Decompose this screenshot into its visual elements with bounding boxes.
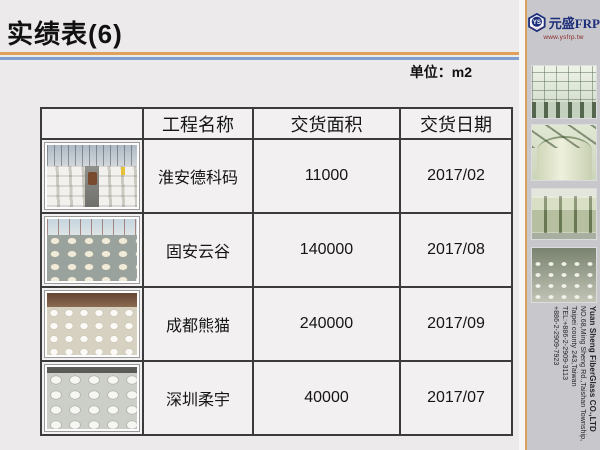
delivery-date-cell: 2017/08 [399, 212, 513, 288]
website-url: www.ysfrp.tw [543, 34, 584, 41]
sidebar-photo [530, 188, 597, 240]
project-name-cell: 淮安德科码 [142, 138, 254, 214]
company-sidebar: YS 元盛FRP www.ysfrp.tw Yuan Sheng FiberGl… [525, 0, 600, 450]
company-address-line: Taipei county 243,Taiwan [570, 306, 577, 387]
sidebar-divider [519, 0, 525, 450]
table-row: 固安云谷 140000 2017/08 [40, 212, 513, 288]
delivery-area-cell: 140000 [252, 212, 401, 288]
table-row: 成都熊猫 240000 2017/09 [40, 286, 513, 362]
project-photo [44, 364, 140, 432]
company-phone: TEL:+886-2-2909-3113 [561, 306, 568, 381]
header-delivery-date: 交货日期 [399, 107, 513, 140]
delivery-date-cell: 2017/09 [399, 286, 513, 362]
delivery-date-cell: 2017/07 [399, 360, 513, 436]
company-logo: YS 元盛FRP www.ysfrp.tw [527, 12, 600, 41]
unit-label: 单位：m2 [409, 64, 472, 80]
delivery-date-cell: 2017/02 [399, 138, 513, 214]
sidebar-photo [530, 65, 597, 119]
project-photo [44, 290, 140, 358]
project-name-cell: 深圳柔宇 [142, 360, 254, 436]
project-photo [44, 216, 140, 284]
company-phone: +886-2-2909-7923 [552, 306, 559, 366]
header-project-name: 工程名称 [142, 107, 254, 140]
project-name-cell: 成都熊猫 [142, 286, 254, 362]
delivery-area-cell: 40000 [252, 360, 401, 436]
project-name-cell: 固安云谷 [142, 212, 254, 288]
delivery-area-cell: 240000 [252, 286, 401, 362]
table-row: 深圳柔宇 40000 2017/07 [40, 360, 513, 436]
slide-main-area: 实绩表(6) 单位：m2 工程名称 交货面积 交货日期 淮安德科码 11000 … [0, 19, 520, 436]
header-delivery-area: 交货面积 [252, 107, 401, 140]
ys-hexagon-logo-icon: YS [528, 12, 546, 33]
performance-table: 工程名称 交货面积 交货日期 淮安德科码 11000 2017/02 [40, 107, 513, 436]
title-underline-blue [0, 57, 520, 60]
sidebar-photo [530, 247, 597, 303]
svg-text:YS: YS [533, 19, 541, 26]
header-photo [40, 107, 144, 140]
table-header-row: 工程名称 交货面积 交货日期 [40, 107, 513, 140]
project-photo [44, 142, 140, 210]
table-row: 淮安德科码 11000 2017/02 [40, 138, 513, 214]
company-address-line: NO.68,Ming Sheng Rd.,Taishan Township, [579, 306, 586, 442]
sidebar-photo [530, 124, 597, 181]
company-info-vertical-text: Yuan Sheng FiberGlass CO.,LTD NO.68,Ming… [529, 306, 598, 446]
company-name: Yuan Sheng FiberGlass CO.,LTD [588, 306, 597, 432]
page-title: 实绩表(6) [7, 19, 123, 49]
delivery-area-cell: 11000 [252, 138, 401, 214]
title-underline-orange [0, 52, 520, 55]
brand-name: 元盛FRP [548, 16, 600, 31]
